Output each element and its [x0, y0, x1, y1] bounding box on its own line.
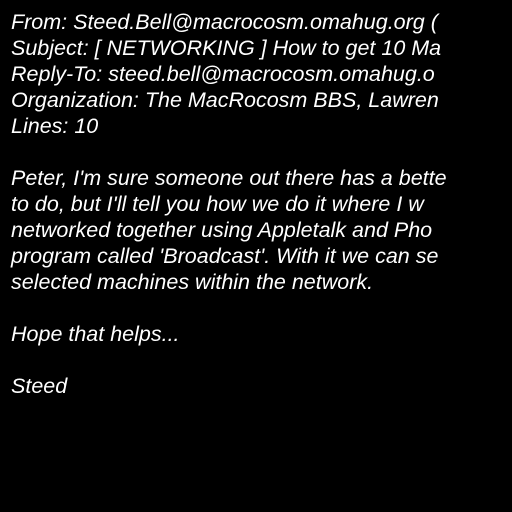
text-line: Reply-To: steed.bell@macrocosm.omahug.o [11, 62, 435, 86]
email-headers: From: Steed.Bell@macrocosm.omahug.org (S… [11, 9, 441, 139]
text-line: networked together using Appletalk and P… [11, 218, 433, 242]
text-line: From: Steed.Bell@macrocosm.omahug.org ( [11, 10, 438, 34]
text-line: to do, but I'll tell you how we do it wh… [11, 192, 424, 216]
text-line: Peter, I'm sure someone out there has a … [11, 166, 447, 190]
paragraph: Steed [11, 373, 67, 399]
text-line: Organization: The MacRocosm BBS, Lawren [11, 88, 439, 112]
text-line: Subject: [ NETWORKING ] How to get 10 Ma [11, 36, 442, 60]
text-line: selected machines within the network. [11, 270, 374, 294]
text-line: Lines: 10 [11, 114, 99, 138]
paragraph: Hope that helps... [11, 321, 180, 347]
text-line: program called 'Broadcast'. With it we c… [11, 244, 439, 268]
text-line: Hope that helps... [11, 322, 180, 346]
paragraph: Peter, I'm sure someone out there has a … [11, 165, 447, 295]
text-line: Steed [11, 374, 68, 398]
